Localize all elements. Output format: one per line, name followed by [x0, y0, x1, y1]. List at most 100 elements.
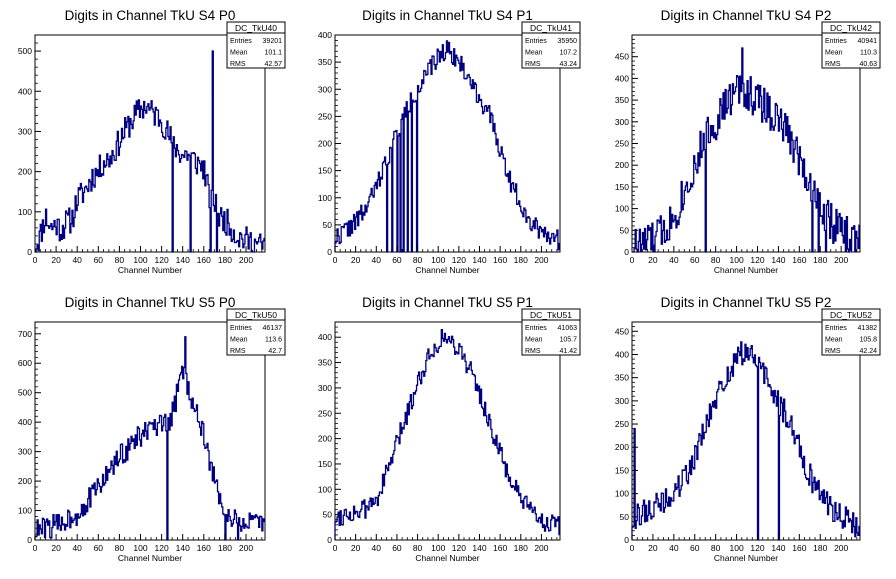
x-tick-label: 80: [413, 255, 423, 265]
x-axis-label: Channel Number: [118, 265, 182, 275]
histogram-panel: Digits in Channel TkU S4 P2 0 20 40 60 80 100 1…: [615, 8, 881, 275]
stats-box: DC_TkU41 Entries 35950 Mean 107.2 RMS 43.24: [521, 21, 581, 69]
x-tick-label: 200: [239, 255, 253, 265]
y-tick-label: 100: [615, 204, 629, 214]
stats-name: DC_TkU41: [530, 23, 572, 33]
histogram-line: [35, 50, 265, 253]
stats-key: Entries: [230, 325, 252, 332]
y-tick-label: 100: [615, 489, 629, 499]
stats-box: DC_TkU50 Entries 46137 Mean 113.6 RMS 42.7: [226, 308, 286, 356]
stats-value: 41.42: [559, 348, 577, 355]
x-tick-label: 160: [197, 543, 211, 553]
stats-value: 101.1: [264, 50, 282, 57]
y-tick-label: 300: [18, 447, 32, 457]
x-tick-label: 20: [648, 255, 658, 265]
y-tick-label: 200: [318, 139, 332, 149]
stats-name: DC_TkU40: [235, 23, 277, 33]
y-tick-label: 300: [318, 383, 332, 393]
x-tick-label: 80: [115, 255, 125, 265]
x-tick-label: 80: [711, 255, 721, 265]
x-tick-label: 160: [792, 255, 806, 265]
y-tick-label: 350: [615, 373, 629, 383]
x-tick-label: 40: [669, 255, 679, 265]
stats-key: Entries: [525, 38, 547, 45]
x-tick-label: 60: [690, 543, 700, 553]
plot-frame: [334, 321, 561, 541]
x-tick-label: 180: [218, 543, 232, 553]
x-tick-label: 20: [351, 255, 361, 265]
x-tick-label: 80: [413, 543, 423, 553]
stats-box: DC_TkU42 Entries 40941 Mean 110.3 RMS 40.63: [821, 21, 881, 69]
histogram-line: [631, 341, 860, 541]
x-tick-label: 160: [197, 255, 211, 265]
x-tick-label: 180: [514, 543, 528, 553]
x-tick-label: 140: [472, 255, 486, 265]
stats-key: Entries: [825, 325, 847, 332]
histogram-panel: Digits in Channel TkU S5 P1 0 20 40 60 80 100 1…: [318, 295, 581, 563]
stats-value: 40.63: [859, 61, 877, 68]
y-tick-label: 400: [318, 30, 332, 40]
stats-box-frame: [226, 21, 286, 69]
stats-key: Mean: [230, 50, 248, 57]
x-axis-label: Channel Number: [714, 265, 778, 275]
x-tick-label: 140: [771, 255, 785, 265]
y-tick-label: 150: [318, 459, 332, 469]
x-tick-label: 0: [33, 255, 38, 265]
y-tick-label: 300: [615, 396, 629, 406]
y-tick-label: 0: [327, 535, 332, 545]
x-tick-label: 100: [133, 543, 147, 553]
stats-box-frame: [821, 21, 881, 69]
x-tick-label: 160: [792, 543, 806, 553]
stats-key: Mean: [230, 337, 248, 344]
y-tick-label: 250: [318, 408, 332, 418]
stats-value: 107.2: [559, 50, 577, 57]
stats-key: Entries: [230, 38, 252, 45]
y-tick-label: 400: [18, 417, 32, 427]
y-tick-label: 250: [318, 111, 332, 121]
y-tick-label: 150: [615, 182, 629, 192]
chart-title: Digits in Channel TkU S4 P1: [362, 8, 533, 23]
stats-key: RMS: [230, 61, 246, 68]
stats-value: 39201: [263, 38, 283, 45]
x-tick-label: 160: [493, 255, 507, 265]
x-tick-label: 200: [834, 543, 848, 553]
y-tick-label: 350: [615, 95, 629, 105]
y-tick-label: 0: [27, 247, 32, 257]
stats-value: 42.57: [264, 61, 282, 68]
x-tick-label: 180: [218, 255, 232, 265]
y-tick-label: 0: [327, 247, 332, 257]
x-tick-label: 100: [729, 255, 743, 265]
x-tick-label: 140: [176, 543, 190, 553]
y-tick-label: 150: [615, 465, 629, 475]
stats-box-frame: [521, 21, 581, 69]
x-tick-label: 200: [834, 255, 848, 265]
stats-box: DC_TkU51 Entries 41063 Mean 105.7 RMS 41.42: [521, 308, 581, 356]
x-tick-label: 180: [813, 255, 827, 265]
y-tick-label: 700: [18, 329, 32, 339]
x-axis-label: Channel Number: [415, 265, 479, 275]
x-tick-label: 20: [51, 543, 61, 553]
stats-value: 105.8: [859, 337, 877, 344]
chart-title: Digits in Channel TkU S4 P2: [661, 8, 832, 23]
y-tick-label: 350: [318, 57, 332, 67]
stats-value: 42.7: [268, 348, 282, 355]
stats-value: 41063: [558, 325, 578, 332]
plot-frame: [631, 321, 861, 541]
y-tick-label: 200: [615, 442, 629, 452]
x-tick-label: 200: [534, 255, 548, 265]
x-tick-label: 200: [239, 543, 253, 553]
x-tick-label: 0: [630, 255, 635, 265]
y-tick-label: 500: [18, 388, 32, 398]
y-tick-label: 500: [18, 46, 32, 56]
stats-value: 113.6: [265, 337, 282, 344]
histogram-line: [334, 329, 560, 540]
y-tick-label: 200: [18, 476, 32, 486]
stats-name: DC_TkU42: [830, 23, 872, 33]
x-axis-label: Channel Number: [714, 553, 778, 563]
y-tick-label: 50: [323, 220, 333, 230]
stats-box-frame: [821, 308, 881, 356]
x-tick-label: 200: [534, 543, 548, 553]
y-tick-label: 400: [18, 86, 32, 96]
